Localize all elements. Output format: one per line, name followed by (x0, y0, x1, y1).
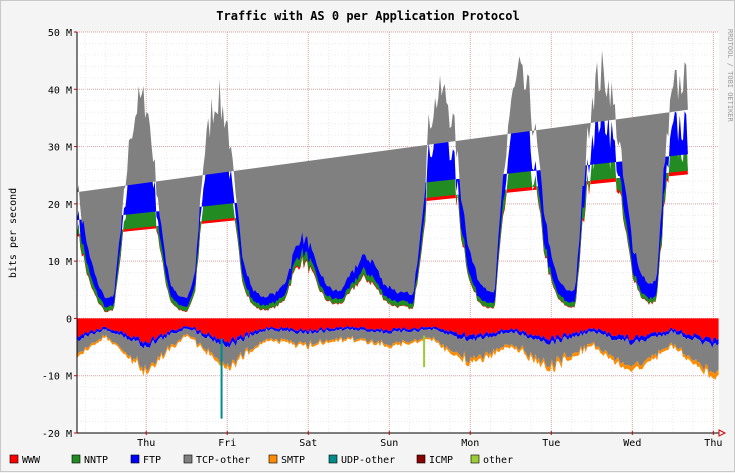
legend-label: FTP (143, 455, 161, 466)
legend-label: other (483, 455, 513, 466)
series-area-in-ftp (77, 325, 719, 349)
x-tick-label: Mon (461, 438, 479, 449)
legend-label: ICMP (429, 455, 453, 466)
x-tick-label: Tue (542, 438, 560, 449)
legend-swatch (71, 454, 81, 464)
chart-title: Traffic with AS 0 per Application Protoc… (216, 9, 519, 23)
legend: WWW NNTP FTP TCP-other SMTP UDP-other ICMP othe… (9, 454, 513, 466)
x-axis-arrow-icon (718, 429, 727, 437)
y-tick-label: 30 M (48, 143, 72, 154)
y-tick-label: -10 M (42, 372, 72, 383)
legend-swatch (183, 454, 193, 464)
legend-swatch (130, 454, 140, 464)
y-tick-label: 0 (66, 314, 72, 325)
series-area-in-tcp-other (77, 328, 719, 375)
x-tick-label: Sun (380, 438, 398, 449)
legend-swatch (470, 454, 480, 464)
legend-swatch (328, 454, 338, 464)
watermark: RRDTOOL / TOBI OETIKER (726, 29, 734, 123)
y-axis-label: bits per second (8, 188, 19, 278)
y-tick-label: -20 M (42, 429, 72, 440)
legend-label: WWW (22, 455, 41, 466)
legend-swatch (268, 454, 278, 464)
legend-label: UDP-other (341, 455, 395, 466)
x-tick-label: Thu (137, 438, 155, 449)
y-tick-label: 20 M (48, 200, 72, 211)
y-tick-label: 40 M (48, 85, 72, 96)
axes: -20 M -10 M 0 10 M 20 M 30 M 40 M 50 M Thu Fri Sat… (42, 28, 727, 449)
legend-label: NNTP (84, 455, 108, 466)
legend-swatch (416, 454, 426, 464)
series-area-in-www (77, 318, 719, 344)
x-tick-label: Fri (218, 438, 236, 449)
series-areas (77, 49, 719, 419)
legend-label: TCP-other (196, 455, 250, 466)
x-tick-label: Sat (299, 438, 317, 449)
series-area-out-tcp-other (77, 49, 688, 299)
x-tick-label: Thu (704, 438, 722, 449)
y-tick-label: 10 M (48, 257, 72, 268)
legend-label: SMTP (281, 455, 305, 466)
series-area-in-smtp (77, 333, 719, 380)
x-tick-label: Wed (623, 438, 641, 449)
y-tick-label: 50 M (48, 28, 72, 39)
legend-swatch (9, 454, 19, 464)
